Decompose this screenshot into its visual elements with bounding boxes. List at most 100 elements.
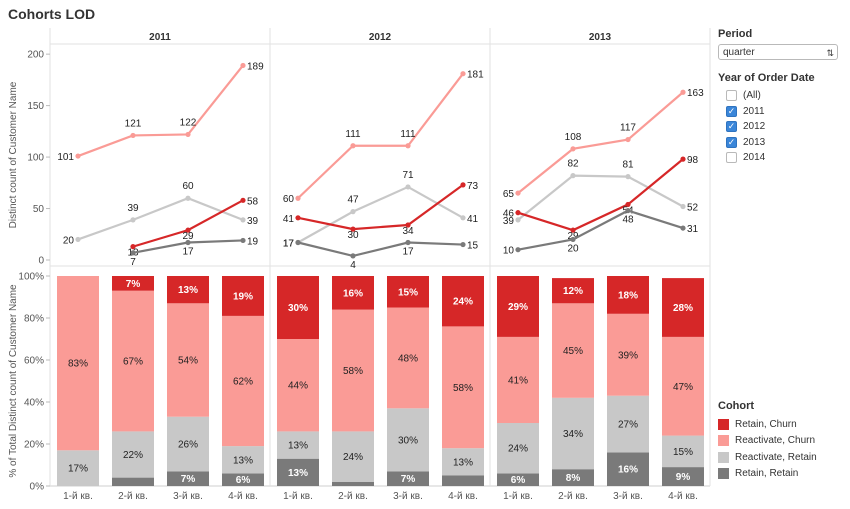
year-filter-label: Year of Order Date (718, 72, 815, 84)
panel-header-year: 2013 (589, 32, 612, 43)
bar-data-label: 26% (178, 440, 198, 451)
y-tick-label: 0 (38, 256, 44, 267)
year-option-label: 2011 (743, 105, 765, 117)
period-value: quarter (723, 47, 755, 58)
bar-data-label: 18% (618, 290, 638, 301)
data-point (405, 239, 411, 246)
bar-data-label: 7% (401, 474, 416, 485)
data-label: 39 (503, 216, 515, 227)
bar-data-label: 48% (398, 353, 418, 364)
cohort-charts: 2011 2012 2013 0 50 100 150 200 Distinct count o… (8, 28, 711, 502)
stacked-bar-segment (332, 431, 374, 482)
bar-data-label: 13% (288, 468, 308, 479)
data-point (350, 253, 356, 259)
legend-item[interactable]: Retain, Retain (718, 466, 846, 483)
year-option-label: 2013 (743, 136, 766, 148)
checkbox-icon[interactable]: ✓ (726, 121, 737, 133)
stacked-bar-segment (112, 477, 154, 486)
data-label: 117 (620, 123, 636, 134)
bar-data-label: 13% (288, 441, 308, 452)
data-point (680, 203, 686, 210)
bar-data-label: 16% (343, 288, 363, 299)
stacked-bar-segment (552, 397, 594, 470)
series-line (297, 185, 464, 244)
data-point (240, 237, 246, 244)
legend-item[interactable]: Retain, Churn (718, 416, 846, 433)
data-label: 82 (567, 159, 579, 170)
stacked-bar-segment (552, 303, 594, 398)
data-point (460, 215, 466, 221)
data-point (680, 225, 686, 231)
bar-data-label: 27% (618, 420, 638, 431)
bar-data-label: 15% (673, 447, 693, 458)
data-point (75, 236, 81, 243)
bar-data-label: 13% (453, 457, 473, 468)
x-tick-label: 3-й кв. (173, 491, 203, 502)
data-label: 30 (347, 230, 359, 241)
data-point (75, 153, 81, 159)
year-option-2014[interactable]: 2014 (718, 150, 846, 166)
stacked-bar-segment (277, 339, 319, 432)
series-line (517, 209, 684, 251)
legend-swatch (718, 435, 729, 447)
data-label: 7 (130, 257, 136, 268)
checkbox-icon[interactable]: ✓ (726, 105, 737, 117)
stacked-bar-segment (222, 276, 264, 316)
x-tick-label: 3-й кв. (613, 491, 643, 502)
x-tick-label: 4-й кв. (668, 491, 698, 502)
series-line (517, 91, 684, 194)
legend-item[interactable]: Reactivate, Retain (718, 449, 846, 466)
stacked-bar-segment (167, 303, 209, 417)
checkbox-icon[interactable] (726, 90, 737, 102)
data-label: 48 (622, 215, 634, 226)
data-point (680, 156, 686, 162)
data-point (295, 239, 301, 246)
year-option-2013[interactable]: ✓ 2013 (718, 135, 846, 151)
year-option-2011[interactable]: ✓ 2011 (718, 104, 846, 120)
x-tick-label: 2-й кв. (338, 491, 368, 502)
checkbox-icon[interactable]: ✓ (726, 136, 737, 148)
stacked-bar-segment (57, 276, 99, 451)
data-point (515, 210, 521, 216)
data-label: 29 (567, 231, 579, 242)
stacked-bar-segment (552, 278, 594, 304)
stacked-bar-segment (607, 313, 649, 396)
bar-data-label: 7% (181, 474, 196, 485)
data-label: 189 (247, 61, 264, 72)
series-line (517, 158, 684, 232)
period-dropdown[interactable]: quarter ⇅ (718, 44, 838, 60)
data-point (130, 132, 136, 139)
x-tick-label: 4-й кв. (228, 491, 258, 502)
data-label: 111 (400, 129, 416, 140)
data-point (405, 222, 411, 228)
data-label: 41 (467, 214, 479, 225)
data-label: 52 (687, 202, 699, 213)
year-option-all[interactable]: (All) (718, 88, 846, 104)
y-axis-label: Distinct count of Customer Name (8, 81, 19, 228)
data-label: 60 (283, 194, 295, 205)
legend-title: Cohort (718, 400, 755, 412)
data-point (350, 209, 356, 215)
data-label: 58 (247, 196, 259, 207)
stacked-bar-segment (442, 448, 484, 476)
bar-data-label: 58% (343, 366, 363, 377)
data-label: 17 (283, 239, 295, 250)
bar-data-label: 15% (398, 287, 418, 298)
bar-data-label: 39% (618, 350, 638, 361)
legend-item[interactable]: Reactivate, Churn (718, 433, 846, 450)
data-point (515, 247, 521, 253)
stacked-bar-segment (607, 276, 649, 314)
stacked-bar-segment (167, 416, 209, 472)
legend-swatch (718, 418, 729, 430)
data-point (515, 217, 521, 223)
data-label: 98 (687, 155, 699, 166)
year-option-label: (All) (743, 90, 761, 102)
year-option-2012[interactable]: ✓ 2012 (718, 119, 846, 135)
stacked-bar-segment (112, 290, 154, 432)
data-point (240, 62, 246, 69)
checkbox-icon[interactable] (726, 152, 737, 164)
filter-panel: Period quarter ⇅ Year of Order Date (All… (718, 28, 846, 166)
data-label: 29 (182, 231, 194, 242)
legend-label: Retain, Retain (735, 468, 799, 480)
bar-data-label: 17% (68, 464, 88, 475)
